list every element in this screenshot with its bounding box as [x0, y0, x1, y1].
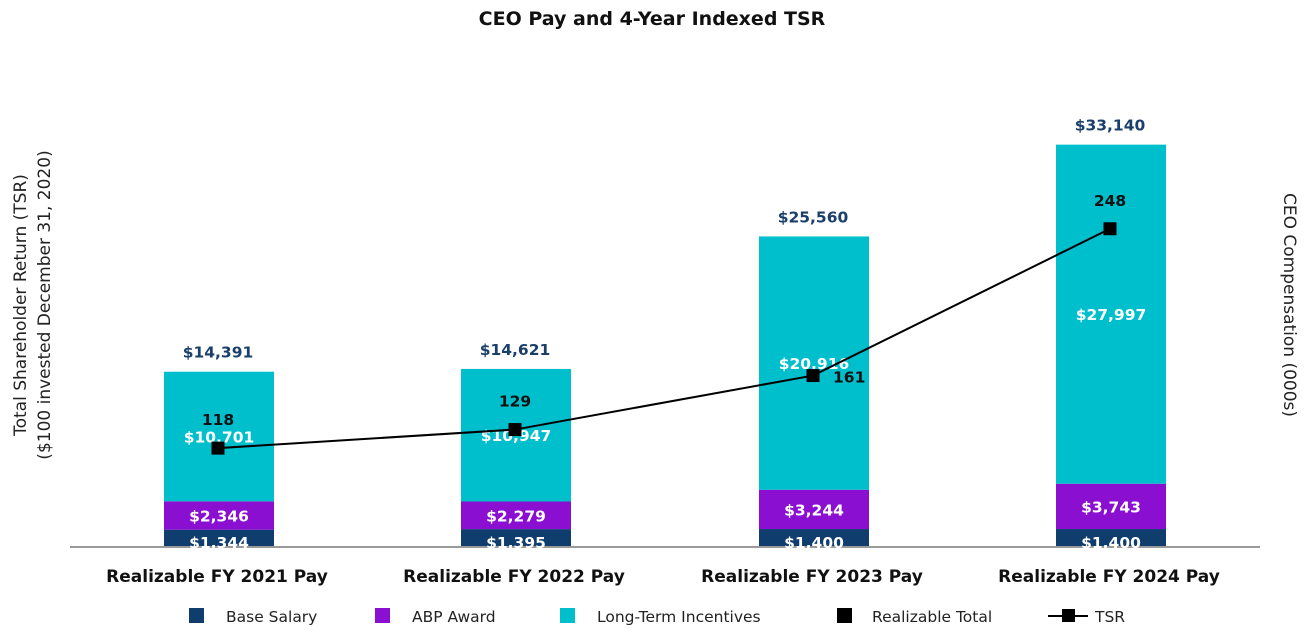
legend-label-abp-award: ABP Award [412, 608, 496, 626]
bar-segment-abp-award [1056, 483, 1166, 530]
tsr-point [211, 441, 225, 455]
right-axis-label-text: CEO Compensation (000s) [1279, 193, 1299, 417]
legend-label-base-salary: Base Salary [226, 608, 317, 626]
bar-segment-abp-award-label: $3,244 [784, 501, 844, 519]
total-labels-group: $14,391 $14,621 $25,560 $33,140 [183, 117, 1146, 362]
left-axis-label: Total Shareholder Return (TSR) ($100 inv… [11, 150, 55, 459]
realizable-total-label: $14,391 [183, 344, 254, 362]
bar-segment-base-salary-label: $1,344 [189, 534, 249, 552]
legend-swatch-long-term-incentives [560, 608, 575, 623]
category-label: Realizable FY 2024 Pay [998, 567, 1220, 587]
legend-tsr-marker [1062, 609, 1075, 622]
bar-segment-abp-award-label: $2,346 [189, 508, 249, 526]
bar-segment-abp-award [461, 501, 571, 530]
bar-segment-long-term-incentives-label: $10,701 [184, 429, 255, 447]
left-axis-label-line1: Total Shareholder Return (TSR) [11, 174, 31, 437]
bar-segment-long-term-incentives [1056, 144, 1166, 484]
bar-segment-abp-award-label: $2,279 [486, 507, 546, 525]
segment-labels-group: $1,344 $2,346 $10,701 $1,395 $2,279 $10,947 $1… [184, 306, 1147, 552]
tsr-value-label: 161 [833, 369, 865, 387]
legend-swatch-base-salary [189, 608, 204, 623]
category-label: Realizable FY 2021 Pay [106, 567, 328, 587]
legend-swatch-abp-award [375, 608, 390, 623]
category-label: Realizable FY 2022 Pay [403, 567, 625, 587]
category-label: Realizable FY 2023 Pay [701, 567, 923, 587]
bars-group [164, 144, 1166, 546]
bar-segment-base-salary [1056, 529, 1166, 546]
bar-segment-long-term-incentives [164, 371, 274, 502]
category-labels-group: Realizable FY 2021 Pay Realizable FY 2022… [106, 567, 1220, 587]
bar-segment-long-term-incentives [759, 236, 869, 490]
legend-label-tsr: TSR [1094, 608, 1125, 626]
realizable-total-label: $25,560 [778, 208, 849, 226]
realizable-total-label: $33,140 [1075, 117, 1146, 135]
legend-label-realizable-total: Realizable Total [872, 608, 992, 626]
bar-segment-long-term-incentives-label: $20,916 [779, 355, 850, 373]
bar-segment-abp-award [759, 489, 869, 530]
tsr-point [1103, 222, 1117, 236]
bar-segment-base-salary [164, 529, 274, 546]
tsr-line [217, 227, 1111, 450]
bar-segment-long-term-incentives-label: $27,997 [1076, 306, 1147, 324]
tsr-value-label: 248 [1094, 192, 1126, 210]
legend-label-long-term-incentives: Long-Term Incentives [597, 608, 761, 626]
tsr-point [508, 423, 522, 437]
bar-segment-abp-award [164, 501, 274, 530]
legend-swatch-realizable-total [837, 608, 852, 623]
chart-title: CEO Pay and 4-Year Indexed TSR [479, 8, 826, 30]
bar-segment-base-salary-label: $1,395 [486, 534, 546, 552]
legend: Base Salary ABP Award Long-Term Incentiv… [189, 608, 1125, 626]
tsr-value-label: 118 [202, 411, 234, 429]
left-axis-label-line2: ($100 invested December 31, 2020) [35, 150, 55, 459]
tsr-line-group: 118 129 161 248 [202, 192, 1126, 455]
right-axis-label: CEO Compensation (000s) [1279, 193, 1299, 417]
bar-segment-base-salary-label: $1,400 [784, 534, 844, 552]
bar-segment-base-salary [461, 529, 571, 546]
bar-segment-base-salary [759, 529, 869, 546]
tsr-value-label: 129 [499, 393, 531, 411]
bar-segment-abp-award-label: $3,743 [1081, 498, 1141, 516]
bar-segment-base-salary-label: $1,400 [1081, 534, 1141, 552]
tsr-point [806, 369, 820, 383]
bar-segment-long-term-incentives-label: $10,947 [481, 427, 552, 445]
realizable-total-label: $14,621 [480, 341, 551, 359]
